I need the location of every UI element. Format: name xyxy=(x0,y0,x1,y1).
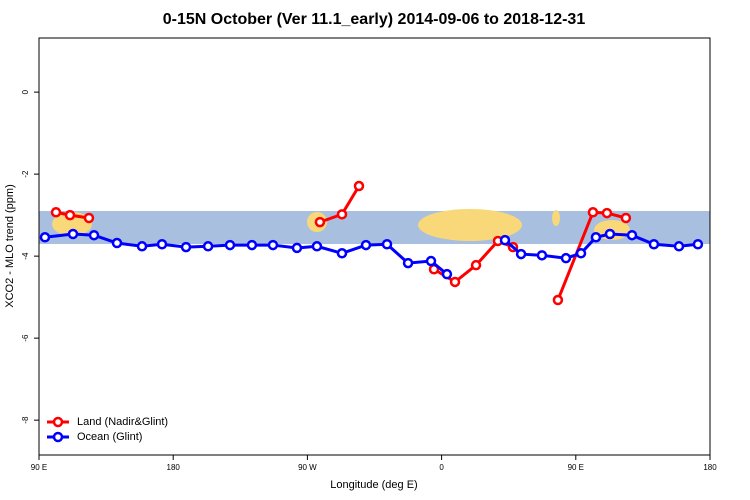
point xyxy=(575,248,587,259)
y-tick-label: -6 xyxy=(21,334,30,342)
point xyxy=(692,238,704,250)
legend-label: Land (Nadir&Glint) xyxy=(77,416,168,428)
point xyxy=(360,239,372,251)
legend-marker xyxy=(52,431,64,443)
point xyxy=(83,212,95,224)
point xyxy=(560,252,572,264)
point xyxy=(336,209,348,220)
point xyxy=(499,234,511,246)
point xyxy=(590,232,602,243)
point xyxy=(180,241,192,253)
chart-title: 0-15N October (Ver 11.1_early) 2014-09-0… xyxy=(163,11,586,28)
point xyxy=(381,238,393,250)
point xyxy=(425,255,437,267)
x-axis-label: Longitude (deg E) xyxy=(330,479,417,491)
point xyxy=(202,241,214,252)
point xyxy=(587,207,599,218)
x-tick-label: 0 xyxy=(439,463,444,472)
point xyxy=(336,248,348,259)
point xyxy=(626,229,638,241)
x-tick-label: 180 xyxy=(167,463,181,472)
point xyxy=(50,207,62,218)
point xyxy=(291,242,303,254)
point xyxy=(515,248,527,260)
point xyxy=(536,250,548,261)
point xyxy=(64,209,76,221)
x-tick-label: 90 E xyxy=(31,463,47,472)
point xyxy=(552,294,564,306)
plot-frame xyxy=(38,37,711,456)
point xyxy=(648,238,660,250)
point xyxy=(224,239,236,251)
point xyxy=(314,216,326,228)
point xyxy=(136,241,148,252)
point xyxy=(353,180,365,192)
y-tick-label: -8 xyxy=(21,416,30,424)
point xyxy=(267,239,279,251)
point xyxy=(156,238,168,250)
point xyxy=(449,276,461,288)
point xyxy=(246,239,258,251)
point xyxy=(402,257,414,269)
y-axis-label: XCO2 - MLO trend (ppm) xyxy=(4,184,16,307)
point xyxy=(673,241,685,252)
point xyxy=(67,228,79,240)
point xyxy=(601,207,613,219)
point xyxy=(470,259,482,271)
point xyxy=(604,228,616,240)
y-tick-label: -4 xyxy=(21,252,30,260)
legend-marker xyxy=(52,416,64,428)
point xyxy=(111,237,123,249)
x-tick-label: 90 E xyxy=(568,463,584,472)
point xyxy=(441,268,453,280)
x-tick-label: 180 xyxy=(703,463,717,472)
point xyxy=(39,232,51,243)
legend-label: Ocean (Glint) xyxy=(77,431,142,443)
y-tick-label: 0 xyxy=(21,89,30,94)
point xyxy=(620,212,632,224)
x-tick-label: 90 W xyxy=(298,463,317,472)
point xyxy=(311,241,323,252)
point xyxy=(88,229,100,241)
y-tick-label: -2 xyxy=(21,170,30,178)
